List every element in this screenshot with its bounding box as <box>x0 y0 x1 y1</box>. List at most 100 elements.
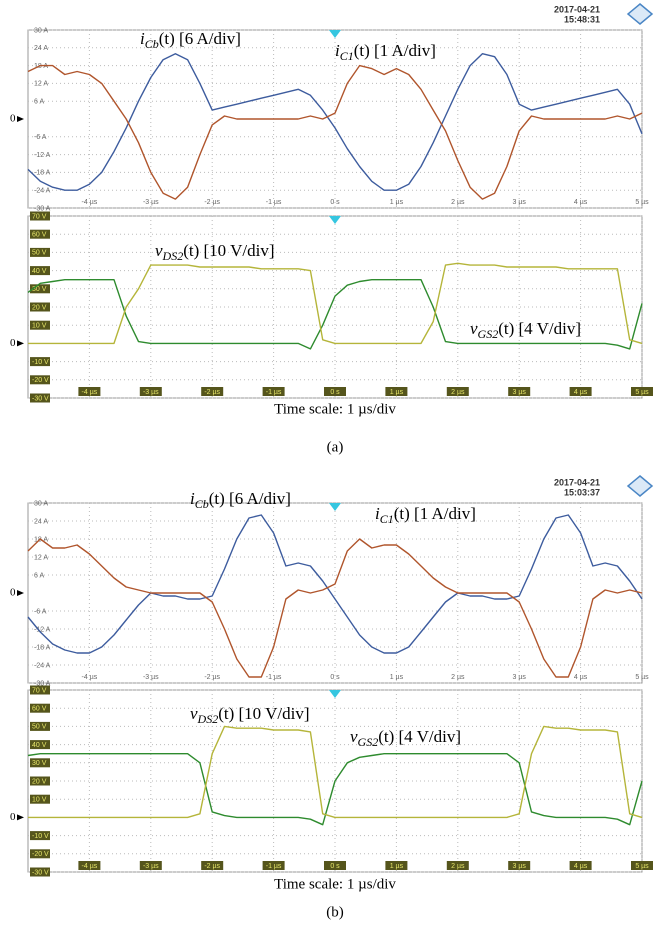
annotation-rest: (t) [10 V/div] <box>218 704 309 723</box>
zero-arrow <box>17 590 24 596</box>
x-tick-label: 4 µs <box>574 389 588 396</box>
x-tick-label: 1 µs <box>390 863 404 870</box>
y-tick-label: 12 A <box>34 81 48 88</box>
y-tick-label: 70 V <box>32 213 47 220</box>
y-tick-label: 24 A <box>34 45 48 52</box>
annotation-rest: (t) [10 V/div] <box>183 241 274 260</box>
y-tick-label: -24 A <box>34 188 51 195</box>
x-tick-label: 2 µs <box>451 199 465 206</box>
x-tick-label: 4 µs <box>574 863 588 870</box>
figure: 2017-04-21 15:48:31 Time scale: 1 µs/div… <box>0 0 658 926</box>
x-tick-label: -4 µs <box>82 199 98 206</box>
x-tick-label: 2 µs <box>451 674 465 681</box>
zero-label: 0 <box>10 113 16 125</box>
x-tick-label: -2 µs <box>204 863 220 870</box>
timestamp-date: 2017-04-21 <box>554 477 600 487</box>
y-tick-label: -20 V <box>32 377 49 384</box>
x-tick-label: 0 s <box>330 674 340 681</box>
x-tick-label: 5 µs <box>635 389 649 396</box>
x-tick-label: 2 µs <box>451 863 465 870</box>
y-tick-label: 10 V <box>32 323 47 330</box>
x-tick-label: 0 s <box>330 199 340 206</box>
time-scale: Time scale: 1 µs/div <box>274 401 396 417</box>
annotation-subscript: Cb <box>195 497 209 511</box>
y-tick-label: 30 A <box>34 27 48 34</box>
x-tick-label: -2 µs <box>204 199 220 206</box>
x-tick-label: -4 µs <box>82 674 98 681</box>
x-tick-label: 1 µs <box>390 389 404 396</box>
y-tick-label: 60 V <box>32 232 47 239</box>
y-tick-label: 24 A <box>34 518 48 525</box>
zero-arrow <box>17 814 24 820</box>
x-tick-label: -1 µs <box>266 199 282 206</box>
x-tick-label: 0 s <box>330 863 340 870</box>
zero-arrow <box>17 116 24 122</box>
x-tick-label: 3 µs <box>513 863 527 870</box>
x-tick-label: -1 µs <box>266 863 282 870</box>
x-tick-label: -3 µs <box>143 199 159 206</box>
x-tick-label: 5 µs <box>635 199 649 206</box>
y-tick-label: 10 V <box>32 797 47 804</box>
annotation-rest: (t) [6 A/div] <box>209 489 291 508</box>
annotation-subscript: C1 <box>380 512 394 526</box>
x-tick-label: -3 µs <box>143 674 159 681</box>
x-tick-label: -3 µs <box>143 863 159 870</box>
x-tick-label: -2 µs <box>204 674 220 681</box>
y-tick-label: -30 V <box>32 869 49 876</box>
y-tick-label: -12 A <box>34 152 51 159</box>
annotation-rest: (t) [4 V/div] <box>378 727 461 746</box>
y-tick-label: 70 V <box>32 687 47 694</box>
timestamp-time: 15:03:37 <box>564 487 600 497</box>
caption: (a) <box>327 439 344 455</box>
x-tick-label: -2 µs <box>204 389 220 396</box>
annotation-subscript: C1 <box>340 49 354 63</box>
logo-b <box>628 476 652 496</box>
y-tick-label: -6 A <box>34 608 47 615</box>
annotation-rest: (t) [6 A/div] <box>159 29 241 48</box>
x-tick-label: 4 µs <box>574 674 588 681</box>
y-tick-label: 20 V <box>32 304 47 311</box>
zero-arrow <box>17 340 24 346</box>
x-tick-label: 5 µs <box>635 863 649 870</box>
x-tick-label: 1 µs <box>390 199 404 206</box>
y-tick-label: -30 V <box>32 395 49 402</box>
zero-label: 0 <box>10 811 16 823</box>
x-tick-label: -3 µs <box>143 389 159 396</box>
y-tick-label: -30 A <box>34 205 51 212</box>
annotation-subscript: Cb <box>145 37 159 51</box>
y-tick-label: 20 V <box>32 778 47 785</box>
annotation-subscript: DS2 <box>162 249 184 263</box>
timestamp-date: 2017-04-21 <box>554 4 600 14</box>
timestamp-time: 15:48:31 <box>564 14 600 24</box>
annotation-subscript: GS2 <box>478 327 499 341</box>
y-tick-label: -18 A <box>34 170 51 177</box>
x-tick-label: -4 µs <box>82 863 98 870</box>
y-tick-label: 6 A <box>34 572 44 579</box>
x-tick-label: 0 s <box>330 389 340 396</box>
y-tick-label: 18 A <box>34 63 48 70</box>
time-scale: Time scale: 1 µs/div <box>274 876 396 892</box>
x-tick-label: 3 µs <box>513 199 527 206</box>
x-tick-label: 4 µs <box>574 199 588 206</box>
y-tick-label: -18 A <box>34 644 51 651</box>
y-tick-label: -6 A <box>34 134 47 141</box>
annotation-rest: (t) [4 V/div] <box>498 319 581 338</box>
zero-label: 0 <box>10 337 16 349</box>
y-tick-label: -10 V <box>32 833 49 840</box>
annotation-rest: (t) [1 A/div] <box>394 504 476 523</box>
annotation-subscript: DS2 <box>197 712 219 726</box>
x-tick-label: 1 µs <box>390 674 404 681</box>
y-tick-label: 40 V <box>32 268 47 275</box>
y-tick-label: 30 V <box>32 760 47 767</box>
annotation: iCb(t) [6 A/div] <box>190 489 291 511</box>
x-tick-label: -1 µs <box>266 389 282 396</box>
x-tick-label: 3 µs <box>513 674 527 681</box>
y-tick-label: 40 V <box>32 742 47 749</box>
y-tick-label: -20 V <box>32 851 49 858</box>
y-tick-label: -10 V <box>32 359 49 366</box>
x-tick-label: 2 µs <box>451 389 465 396</box>
zero-label: 0 <box>10 587 16 599</box>
y-tick-label: 30 A <box>34 500 48 507</box>
annotation-subscript: GS2 <box>358 735 379 749</box>
x-tick-label: -1 µs <box>266 674 282 681</box>
